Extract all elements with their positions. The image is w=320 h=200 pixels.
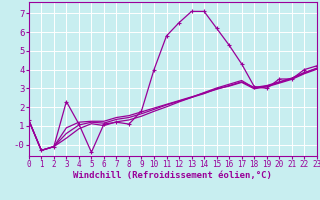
X-axis label: Windchill (Refroidissement éolien,°C): Windchill (Refroidissement éolien,°C) [73, 171, 272, 180]
